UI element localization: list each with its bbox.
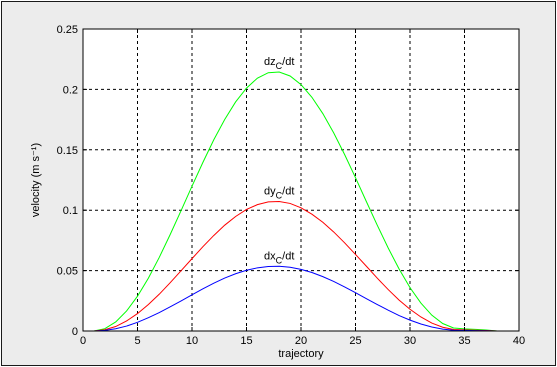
x-tick-label: 15 [240,335,252,347]
x-tick-label: 40 [513,335,525,347]
y-tick-label: 0.1 [63,205,78,217]
y-tick-label: 0 [72,326,78,338]
y-tick-label: 0.15 [57,145,78,157]
x-axis-title: trajectory [278,348,324,360]
x-tick-label: 10 [186,335,198,347]
x-tick-label: 35 [458,335,470,347]
x-tick-label: 0 [80,335,86,347]
y-tick-label: 0.25 [57,24,78,36]
x-tick-label: 20 [295,335,307,347]
y-tick-label: 0.2 [63,84,78,96]
y-axis-title: velocity (m s⁻¹) [30,143,42,217]
x-tick-label: 5 [134,335,140,347]
x-tick-label: 25 [349,335,361,347]
y-tick-label: 0.05 [57,266,78,278]
x-tick-label: 30 [404,335,416,347]
